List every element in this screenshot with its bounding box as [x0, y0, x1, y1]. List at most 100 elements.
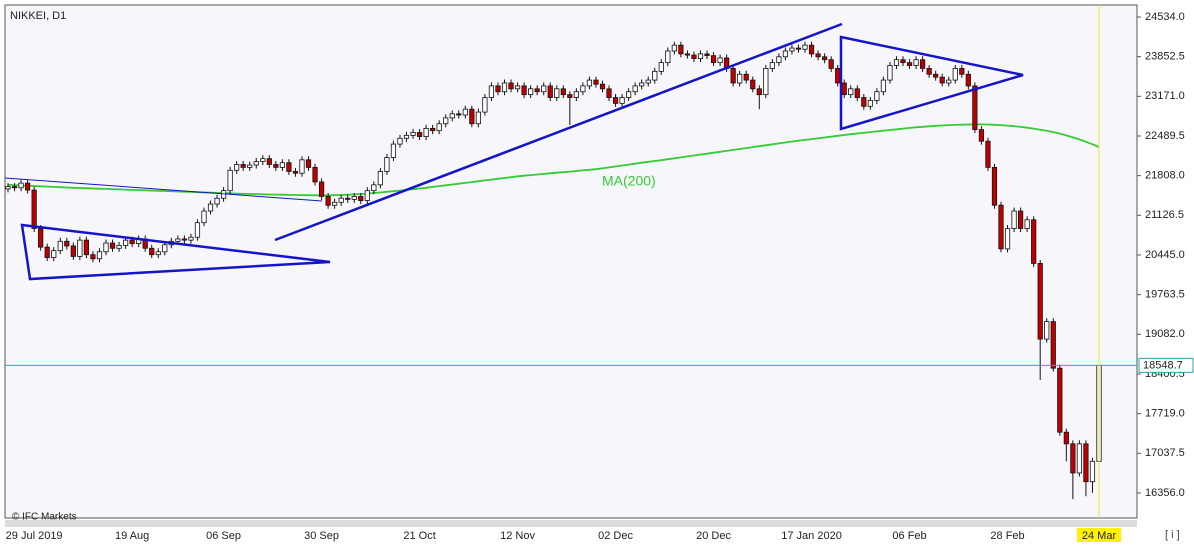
candle-body [443, 117, 449, 125]
candle-body [567, 94, 573, 98]
candle-body [377, 171, 383, 186]
candle-body [893, 59, 900, 66]
candle-body [449, 113, 455, 119]
candle-body [710, 55, 717, 64]
info-icon[interactable]: [ i ] [1165, 529, 1180, 541]
candle-body [11, 186, 18, 189]
y-tick-label: 21126.5 [1145, 209, 1184, 221]
candle-body [645, 79, 651, 84]
candle-body [149, 247, 155, 256]
candle-body [939, 76, 945, 84]
candle-body [312, 166, 318, 183]
candle-body [880, 79, 887, 93]
candle-body [952, 68, 958, 81]
candle-body [763, 68, 769, 96]
candle-body [743, 73, 749, 81]
candle-body [96, 251, 103, 260]
candle-body [554, 88, 560, 98]
candle-body [900, 59, 906, 64]
candle-body [789, 47, 795, 52]
price-label: 18548.7 [1143, 359, 1183, 371]
candle-body [828, 59, 834, 69]
candle-body [769, 62, 775, 69]
y-tick-label: 19763.5 [1145, 289, 1185, 301]
y-tick-label: 23171.0 [1145, 90, 1185, 102]
candle-body [822, 56, 828, 61]
candle-body [697, 53, 704, 59]
candle-body [214, 197, 220, 205]
candle-body [508, 82, 514, 90]
candle-body [436, 123, 442, 132]
candle-body [227, 169, 233, 192]
candle-body [103, 242, 109, 253]
candle-body [38, 228, 44, 248]
candle-body [495, 85, 501, 93]
y-tick-label: 20445.0 [1145, 249, 1185, 261]
candle-body [31, 189, 37, 229]
candle-body [70, 245, 76, 257]
candle-body [240, 164, 246, 168]
candle-body [234, 164, 240, 171]
candle-body [606, 88, 612, 98]
candle-body [456, 113, 462, 116]
candle-body [514, 85, 521, 90]
candle-body [345, 197, 351, 200]
candle-body [155, 251, 161, 256]
candle-body [684, 53, 691, 56]
candle-body [998, 204, 1004, 250]
candle-body [991, 166, 998, 206]
candle-body [887, 65, 893, 81]
candle-body [338, 197, 344, 203]
candle-body [906, 62, 913, 66]
candle-body [5, 186, 11, 190]
x-tick-label: 12 Nov [500, 530, 535, 542]
candle-body [116, 244, 122, 249]
candle-body [861, 97, 867, 107]
candle-body [534, 88, 540, 93]
candle-body [475, 111, 481, 125]
candle-body [750, 79, 756, 90]
candle-body [430, 127, 436, 132]
candle-body [181, 238, 187, 241]
candle-body [201, 210, 207, 224]
candle-body [1011, 210, 1017, 229]
candle-body [521, 85, 527, 96]
candle-body [665, 50, 671, 64]
candle-body [351, 196, 357, 200]
candle-body [286, 162, 292, 172]
candle-body [959, 68, 965, 75]
candle-body [188, 236, 194, 241]
candle-body [358, 196, 364, 201]
candle-body [1044, 321, 1050, 340]
candle-body [90, 254, 96, 260]
candle-body [1004, 228, 1011, 250]
candle-body [266, 158, 272, 165]
x-tick-label: 17 Jan 2020 [781, 530, 842, 542]
candle-body [247, 164, 253, 168]
candle-body [129, 239, 135, 245]
y-tick-label: 19082.0 [1145, 328, 1185, 340]
candle-body [410, 132, 416, 136]
candle-body [175, 238, 181, 242]
candle-body [416, 132, 423, 137]
candle-body [207, 203, 214, 212]
candle-body [599, 83, 606, 90]
candle-body [501, 82, 508, 93]
y-tick-label: 21808.0 [1145, 170, 1185, 182]
candle-body [83, 239, 89, 256]
candle-body [854, 88, 860, 98]
candle-body [658, 62, 664, 72]
candle-body [423, 127, 429, 137]
x-tick-label: 28 Feb [990, 530, 1024, 542]
candle-body [109, 242, 116, 249]
candle-body [652, 70, 658, 81]
candle-body [573, 91, 579, 98]
candle-body [403, 134, 410, 139]
candle-body [528, 88, 534, 96]
y-tick-label: 22489.5 [1145, 130, 1185, 142]
plot-layer [5, 41, 1102, 500]
trend-line [274, 22, 843, 242]
candle-body [1057, 367, 1063, 433]
candle-body [1076, 443, 1083, 474]
candle-body [626, 91, 632, 98]
